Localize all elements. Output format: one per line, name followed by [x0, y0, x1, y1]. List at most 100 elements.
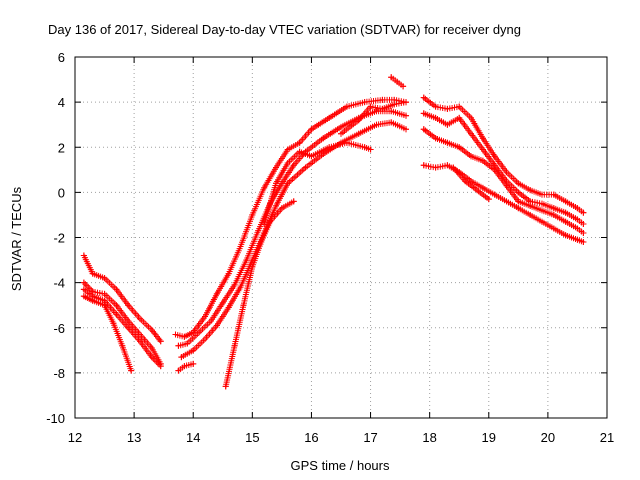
- data-point: [473, 187, 480, 194]
- data-point: [258, 239, 265, 246]
- data-point: [261, 220, 268, 227]
- data-point: [237, 243, 244, 250]
- data-point: [468, 178, 475, 185]
- data-point: [527, 211, 534, 218]
- y-tick-label: 0: [58, 185, 65, 200]
- y-axis-title: SDTVAR / TECUs: [9, 186, 24, 291]
- data-point: [278, 205, 285, 212]
- data-point: [432, 103, 439, 110]
- data-point: [394, 78, 401, 85]
- data-point: [420, 94, 427, 101]
- data-point: [326, 144, 333, 151]
- data-point: [420, 110, 427, 117]
- data-point: [113, 302, 120, 309]
- x-tick-label: 19: [482, 430, 496, 445]
- series-track-a4: [80, 293, 135, 374]
- data-point: [231, 281, 238, 288]
- data-point: [137, 338, 144, 345]
- data-point: [272, 180, 279, 187]
- x-tick-label: 15: [245, 430, 259, 445]
- data-point: [190, 360, 197, 367]
- x-tick-label: 21: [600, 430, 614, 445]
- data-point: [379, 105, 386, 112]
- data-point: [255, 227, 262, 234]
- data-point: [420, 162, 427, 169]
- data-point: [213, 322, 220, 329]
- data-point: [272, 202, 279, 209]
- data-point: [444, 162, 451, 169]
- ticks: [74, 56, 608, 419]
- data-point: [181, 363, 188, 370]
- x-tick-label: 13: [127, 430, 141, 445]
- data-point: [515, 189, 522, 196]
- data-point: [184, 340, 191, 347]
- data-point: [225, 270, 232, 277]
- data-point: [388, 119, 395, 126]
- data-point: [462, 178, 469, 185]
- series-track-b7: [338, 99, 410, 137]
- y-tick-label: -2: [53, 231, 65, 246]
- series-track-a3: [80, 286, 164, 370]
- data-point: [491, 166, 498, 173]
- data-point: [302, 164, 309, 171]
- data-point: [261, 184, 268, 191]
- data-point: [272, 164, 279, 171]
- data-point: [400, 83, 407, 90]
- data-point: [175, 367, 182, 374]
- data-point: [388, 108, 395, 115]
- data-point: [148, 345, 155, 352]
- data-point: [80, 286, 87, 293]
- data-point: [574, 225, 581, 232]
- series-track-b6: [261, 139, 374, 227]
- data-point: [110, 320, 117, 327]
- data-point: [284, 160, 291, 167]
- data-point: [456, 144, 463, 151]
- data-point: [432, 114, 439, 121]
- data-point: [213, 290, 220, 297]
- data-point: [101, 290, 108, 297]
- data-point: [137, 331, 144, 338]
- data-point: [338, 123, 344, 130]
- data-point: [355, 117, 362, 124]
- data-point: [172, 331, 179, 338]
- data-point: [148, 327, 155, 334]
- data-point: [456, 103, 463, 110]
- x-tick-label: 16: [304, 430, 318, 445]
- data-point: [403, 126, 410, 133]
- data-point: [113, 286, 120, 293]
- data-point: [240, 302, 247, 309]
- x-axis-title: GPS time / hours: [291, 458, 390, 473]
- x-tick-label: 14: [186, 430, 200, 445]
- data-point: [432, 135, 439, 142]
- data-point: [562, 198, 569, 205]
- x-tick-labels: 12 13 14 15 16 17 18 19 20 21: [68, 430, 614, 445]
- data-point: [128, 367, 135, 374]
- data-point: [190, 347, 197, 354]
- data-point: [320, 135, 327, 142]
- y-tick-label: 4: [58, 95, 65, 110]
- data-point: [373, 121, 380, 128]
- data-point: [207, 317, 214, 324]
- data-point: [267, 218, 274, 225]
- data-point: [175, 342, 182, 349]
- y-tick-label: -4: [53, 276, 65, 291]
- data-point: [290, 198, 297, 205]
- data-point: [491, 191, 498, 198]
- data-point: [527, 202, 534, 209]
- y-tick-label: 2: [58, 140, 65, 155]
- data-point: [538, 218, 545, 225]
- data-point: [391, 101, 398, 108]
- data-point: [249, 263, 256, 270]
- data-point: [538, 200, 545, 207]
- y-tick-labels: -10 -8 -6 -4 -2 0 2 4 6: [46, 50, 65, 426]
- data-point: [278, 180, 285, 187]
- data-point: [515, 180, 522, 187]
- data-point: [562, 209, 569, 216]
- data-point: [308, 126, 315, 133]
- data-point: [338, 130, 344, 137]
- data-point: [580, 220, 587, 227]
- data-point: [202, 313, 209, 320]
- data-point: [148, 354, 155, 361]
- data-point: [468, 130, 475, 137]
